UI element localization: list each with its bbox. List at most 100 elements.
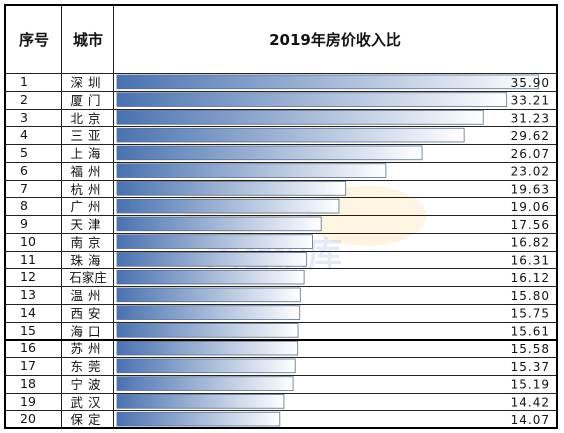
data-table: 序号 城市 2019年房价收入比 1 深圳 2 厦门 3 北京 4 三亚 5 上海 6 福州 7 杭州 8 广… [4,4,558,429]
city-cell: 西安 [62,304,114,321]
city-label: 宁波 [70,376,106,392]
row-divider [6,126,556,128]
value-label: 16.12 [511,271,550,285]
row-index: 2 [20,91,28,107]
value-label: 15.37 [511,360,550,374]
city-cell: 深圳 [62,73,114,90]
city-label: 天津 [70,217,106,232]
bar [116,340,299,356]
value-label: 15.61 [511,324,550,338]
value-label: 15.75 [511,307,550,321]
city-label: 武汉 [70,394,106,410]
value-label: 26.07 [511,147,550,161]
row-divider [6,392,556,394]
bar [116,358,296,374]
city-cell: 南京 [62,233,114,250]
row-divider [6,286,556,287]
row-divider [6,268,556,270]
value-label: 31.23 [511,111,550,125]
row-index: 9 [20,216,28,231]
city-label: 西安 [70,305,106,321]
row-divider [6,144,556,145]
city-label: 三亚 [70,128,106,144]
value-label: 33.21 [511,94,550,108]
value-label: 16.31 [511,253,550,267]
row-index: 15 [20,322,36,338]
row-divider [6,357,556,358]
row-index: 18 [20,375,36,391]
row-divider [6,161,556,163]
row-divider [6,197,556,199]
city-cell: 杭州 [62,180,114,197]
bar [116,92,508,107]
row-index: 6 [20,162,28,178]
city-label: 南京 [70,234,106,250]
row-divider [6,90,556,92]
row-divider [6,321,556,323]
bar [116,252,307,267]
row-index: 20 [20,411,36,427]
city-label: 东莞 [70,359,106,374]
city-cell: 北京 [62,109,114,126]
city-cell: 珠海 [62,251,114,268]
bar [116,74,539,90]
column-divider [113,6,114,427]
value-label: 16.82 [511,236,550,250]
value-label: 19.63 [511,182,550,196]
bar [116,376,294,391]
header-divider [6,73,556,74]
city-label: 保定 [70,412,106,428]
bar [116,127,465,143]
row-index: 14 [20,304,36,320]
value-label: 15.19 [511,378,550,392]
value-label: 23.02 [511,165,550,179]
city-label: 海口 [70,323,106,339]
city-label: 珠海 [70,252,106,268]
header-city: 城市 [72,31,103,49]
row-index: 17 [20,358,36,373]
value-label: 14.07 [511,413,550,427]
bar [116,216,322,232]
city-cell: 广州 [62,197,114,214]
row-divider [6,303,556,305]
city-label: 北京 [70,110,106,126]
bar [116,163,387,178]
row-divider [6,339,556,342]
row-index: 19 [20,393,36,409]
value-label: 29.62 [511,129,550,143]
city-cell: 东莞 [62,357,114,374]
row-index: 10 [20,233,36,249]
bar [116,145,423,161]
city-cell: 苏州 [62,339,114,356]
row-index: 3 [20,109,28,125]
city-cell: 上海 [62,144,114,161]
bar [116,394,285,409]
city-label: 广州 [70,199,106,215]
city-cell: 海口 [62,322,114,339]
city-cell: 天津 [62,215,114,232]
city-cell: 保定 [62,410,114,427]
value-label: 15.58 [511,342,550,356]
city-label: 苏州 [70,341,106,357]
row-divider [6,215,556,216]
row-divider [6,179,556,181]
column-divider [61,6,62,427]
row-index: 12 [20,269,36,285]
city-label: 杭州 [70,181,106,197]
city-label: 深圳 [70,75,106,90]
city-cell: 宁波 [62,375,114,392]
city-cell: 三亚 [62,126,114,143]
row-index: 8 [20,198,28,214]
bar [116,181,347,196]
bar-chart: 35.90 33.21 31.23 29.62 26.07 23.02 19.63 19.06… [116,74,550,427]
row-index: 1 [20,74,28,89]
header-index: 序号 [18,31,49,49]
row-index: 11 [20,251,36,267]
bar [116,287,301,303]
row-index: 13 [20,287,36,302]
row-index: 5 [20,145,28,160]
city-label: 上海 [70,146,106,161]
city-cell: 石家庄 [62,268,114,285]
bar [116,305,301,320]
chart-title: 2019年房价收入比 [269,31,401,49]
